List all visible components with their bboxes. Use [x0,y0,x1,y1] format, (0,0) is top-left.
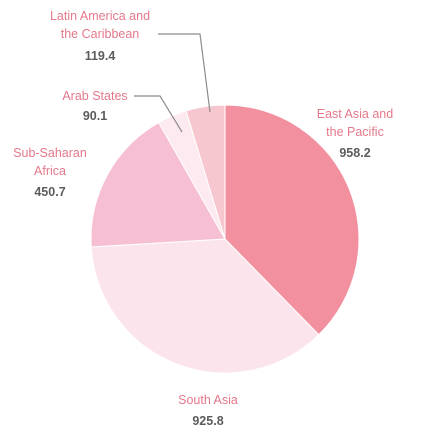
slice-label-south-asia-line1: South Asia [178,393,238,407]
pie-slice-sub-saharan [90,121,226,248]
slice-value-arab-states: 90.1 [83,109,107,123]
pie-slice-latin-america [185,104,226,240]
slice-label-arab-states-line1: Arab States [62,89,127,103]
slice-label-south-asia: South Asia 925.8 [178,393,238,428]
leader-lines [134,33,211,133]
slice-label-sub-saharan: Sub-Saharan Africa 450.7 [13,146,87,199]
slice-label-east-asia-line2: the Pacific [326,125,384,139]
slice-value-south-asia: 925.8 [192,414,223,428]
leader-line-arab-states [134,95,183,133]
slice-label-latin-america-line1: Latin America and [50,9,150,23]
pie-slice-south-asia [90,238,320,374]
slice-label-arab-states: Arab States 90.1 [62,89,127,123]
slice-value-east-asia: 958.2 [339,146,370,160]
pie-slices [90,104,360,374]
slice-label-latin-america: Latin America and the Caribbean 119.4 [50,9,150,63]
slice-label-sub-saharan-line2: Africa [34,164,66,178]
slice-label-east-asia: East Asia and the Pacific 958.2 [317,107,393,160]
slice-value-latin-america: 119.4 [85,49,116,63]
slice-label-east-asia-line1: East Asia and [317,107,393,121]
pie-slice-east-asia [224,104,360,336]
leader-line-latin-america [158,33,211,113]
slice-label-sub-saharan-line1: Sub-Saharan [13,146,87,160]
slice-value-sub-saharan: 450.7 [34,185,65,199]
slice-label-latin-america-line2: the Caribbean [61,27,140,41]
